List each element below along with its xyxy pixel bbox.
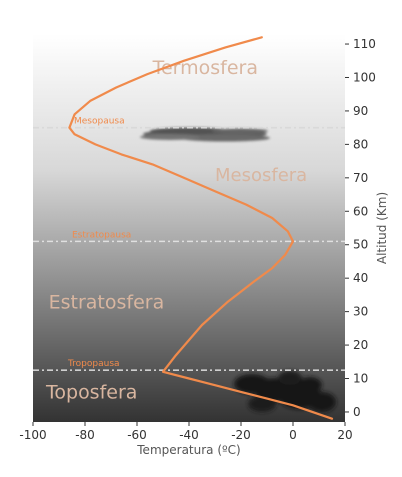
y-tick-label-7: 70 bbox=[353, 171, 368, 185]
x-tick-label-3: -40 bbox=[179, 428, 199, 442]
y-tick-label-0: 0 bbox=[353, 405, 361, 419]
layer-label-2: Estratosfera bbox=[49, 291, 165, 313]
layer-label-1: Mesosfera bbox=[215, 165, 307, 186]
y-tick-label-8: 80 bbox=[353, 137, 368, 151]
x-tick-label-4: -20 bbox=[231, 428, 251, 442]
x-tick-label-2: -60 bbox=[127, 428, 147, 442]
boundary-label-0: Mesopausa bbox=[74, 117, 125, 127]
boundary-label-2: Tropopausa bbox=[67, 359, 120, 369]
y-tick-label-1: 10 bbox=[353, 372, 368, 386]
x-tick-label-5: 0 bbox=[289, 428, 297, 442]
noctilucent-cloud bbox=[140, 127, 270, 142]
layer-label-0: Termosfera bbox=[152, 57, 258, 79]
boundary-label-1: Estratopausa bbox=[72, 230, 131, 240]
y-tick-label-2: 20 bbox=[353, 338, 368, 352]
plot-background bbox=[33, 34, 345, 422]
y-tick-label-11: 110 bbox=[353, 37, 376, 51]
layer-label-3: Toposfera bbox=[45, 382, 137, 404]
y-tick-label-9: 90 bbox=[353, 104, 368, 118]
y-tick-label-6: 60 bbox=[353, 204, 368, 218]
y-tick-label-3: 30 bbox=[353, 305, 368, 319]
y-tick-label-10: 100 bbox=[353, 70, 376, 84]
x-axis-title: Temperatura (ºC) bbox=[136, 443, 240, 457]
temperature-profile-line bbox=[68, 36, 334, 420]
tropospheric-cloud bbox=[234, 371, 336, 412]
x-tick-label-6: 20 bbox=[337, 428, 352, 442]
x-tick-label-1: -80 bbox=[75, 428, 95, 442]
y-tick-label-4: 40 bbox=[353, 271, 368, 285]
x-tick-label-0: -100 bbox=[19, 428, 46, 442]
y-axis-title: Altitud (Km) bbox=[375, 192, 389, 264]
y-tick-label-5: 50 bbox=[353, 238, 368, 252]
